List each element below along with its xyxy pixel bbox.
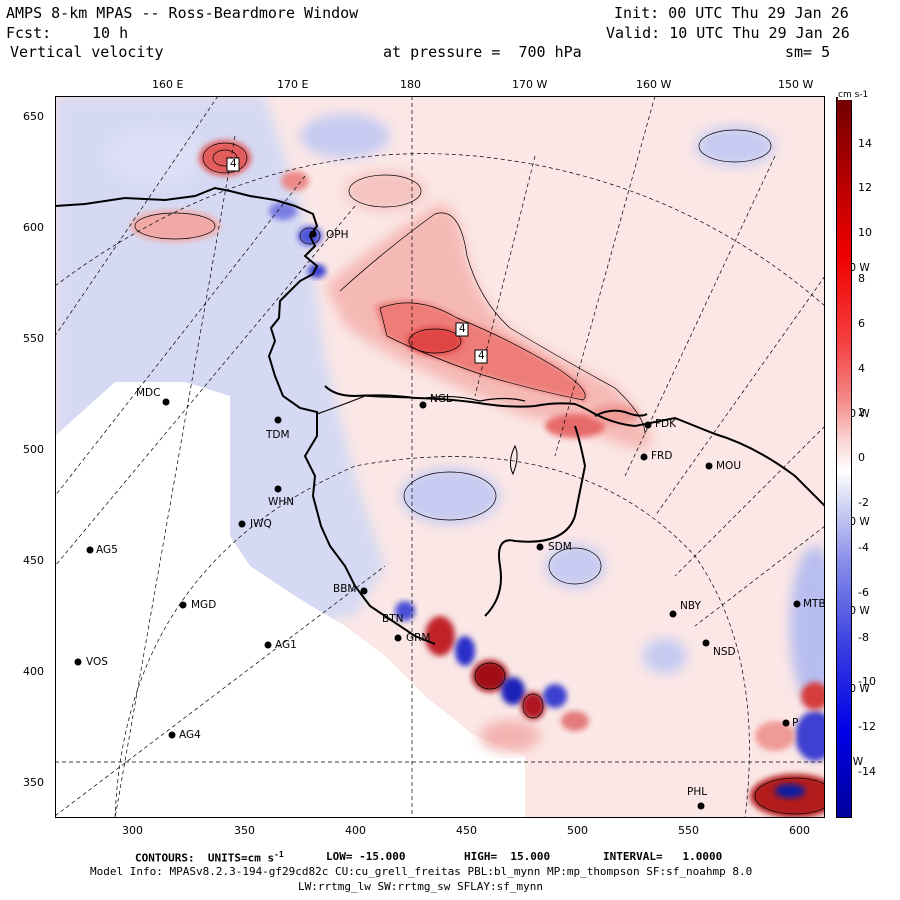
downward-cell — [790, 546, 825, 706]
left-axis-label: 450 — [23, 554, 44, 567]
upward-cell — [345, 171, 425, 211]
graticule — [55, 96, 825, 818]
bottom-axis-label: 500 — [567, 824, 588, 837]
station-label: BTN — [382, 613, 404, 625]
colorbar-tick: -8 — [858, 631, 869, 644]
colorbar-tick: 8 — [858, 272, 865, 285]
station-label: TDM — [266, 429, 290, 441]
station-label: FDK — [655, 418, 677, 430]
low-value: LOW= -15.000 — [326, 850, 406, 863]
upward-cell — [591, 404, 639, 424]
bottom-axis-label: 300 — [122, 824, 143, 837]
vertical-velocity-map — [55, 96, 825, 818]
station-label: AG5 — [96, 544, 118, 556]
forecast-label: Fcst: — [6, 24, 52, 42]
top-axis-label: 170 W — [512, 78, 548, 91]
station-label: OPH — [326, 229, 349, 241]
colorbar-tick: 6 — [858, 317, 865, 330]
left-axis-label: 350 — [23, 776, 44, 789]
station-label: AG1 — [275, 639, 297, 651]
field-name: Vertical velocity — [10, 43, 164, 61]
colorbar-units: cm s-1 — [838, 90, 869, 100]
top-axis-label: 150 W — [778, 78, 814, 91]
top-axis-label: 160 W — [636, 78, 672, 91]
station-label: MTB — [803, 598, 826, 610]
colorbar-tick: 2 — [858, 406, 865, 419]
colorbar-tick: 0 — [858, 451, 865, 464]
downward-cell — [545, 544, 605, 588]
maximum-marker: 4 — [478, 350, 485, 362]
top-axis-label: 160 E — [152, 78, 184, 91]
station-label: NSD — [713, 646, 736, 658]
bottom-axis-label: 550 — [678, 824, 699, 837]
colorbar-tick: 4 — [858, 362, 865, 375]
map-title: AMPS 8-km MPAS -- Ross-Beardmore Window — [6, 4, 359, 22]
upward-max — [407, 327, 463, 355]
station-label: SDM — [548, 541, 572, 553]
ice-shelf-edge — [316, 395, 526, 415]
station-label: AG4 — [179, 729, 201, 741]
interval-value: INTERVAL= 1.0000 — [603, 850, 723, 863]
maxima-markers — [226, 157, 488, 364]
grounding-line — [509, 444, 518, 476]
colorbar-tick: -10 — [858, 675, 876, 688]
colorbar-tick: -6 — [858, 586, 869, 599]
station-label: NGL — [430, 393, 452, 405]
downward-cell — [269, 202, 297, 220]
init-time: Init: 00 UTC Thu 29 Jan 26 — [614, 4, 849, 22]
left-axis-label: 550 — [23, 332, 44, 345]
left-axis-label: 600 — [23, 221, 44, 234]
colorbar-tick: -4 — [858, 541, 869, 554]
colorbar-tick: -2 — [858, 496, 869, 509]
bottom-axis-label: 600 — [789, 824, 810, 837]
colorbar — [836, 97, 852, 818]
bottom-axis-label: 350 — [234, 824, 255, 837]
top-axis-label: 180 — [400, 78, 421, 91]
station-label: MDC — [136, 387, 161, 399]
upward-cell — [130, 210, 220, 242]
downward-cell — [400, 468, 500, 524]
station-label: P — [792, 717, 799, 729]
top-axis-label: 170 E — [277, 78, 309, 91]
pressure-level: at pressure = 700 hPa — [383, 43, 582, 61]
station-label: NBY — [680, 600, 701, 612]
model-info: Model Info: MPASv8.2.3-194-gf29cd82c CU:… — [90, 865, 753, 878]
colorbar-tick: -12 — [858, 720, 876, 733]
maximum-marker: 4 — [459, 323, 466, 335]
upward-cell — [281, 171, 309, 191]
valid-time: Valid: 10 UTC Thu 29 Jan 26 — [606, 24, 850, 42]
bottom-axis-label: 450 — [456, 824, 477, 837]
bottom-axis-label: 400 — [345, 824, 366, 837]
left-axis-label: 650 — [23, 110, 44, 123]
contours-label: CONTOURS: UNITS=cm s-1 — [135, 850, 284, 865]
forecast-hour: 10 h — [92, 24, 129, 42]
colorbar-tick: 10 — [858, 226, 872, 239]
station-label: BBM — [333, 583, 357, 595]
station-label: PHL — [687, 786, 708, 798]
station-label: VOS — [86, 656, 108, 668]
model-info-line2: LW:rrtmg_lw SW:rrtmg_sw SFLAY:sf_mynn — [298, 880, 544, 893]
colorbar-tick: -14 — [858, 765, 876, 778]
mountain-wave-pattern — [395, 601, 589, 752]
colorbar-tick: 12 — [858, 181, 872, 194]
high-value: HIGH= 15.000 — [464, 850, 551, 863]
downward-cell — [300, 114, 390, 158]
downward-cell — [105, 126, 205, 186]
station-label: GRM — [406, 632, 431, 644]
maximum-marker: 4 — [230, 158, 237, 170]
left-axis-label: 500 — [23, 443, 44, 456]
station-label: MGD — [191, 599, 217, 611]
station-label: WHN — [268, 496, 295, 508]
southeast-cells — [750, 682, 825, 818]
downward-cell — [643, 638, 687, 674]
station-label: MOU — [716, 460, 742, 472]
left-axis-label: 400 — [23, 665, 44, 678]
smoothing-label: sm= 5 — [785, 43, 831, 61]
colorbar-tick: 14 — [858, 137, 872, 150]
station-label: IWQ — [250, 518, 272, 530]
station-label: FRD — [651, 450, 673, 462]
downward-cell — [695, 126, 775, 166]
